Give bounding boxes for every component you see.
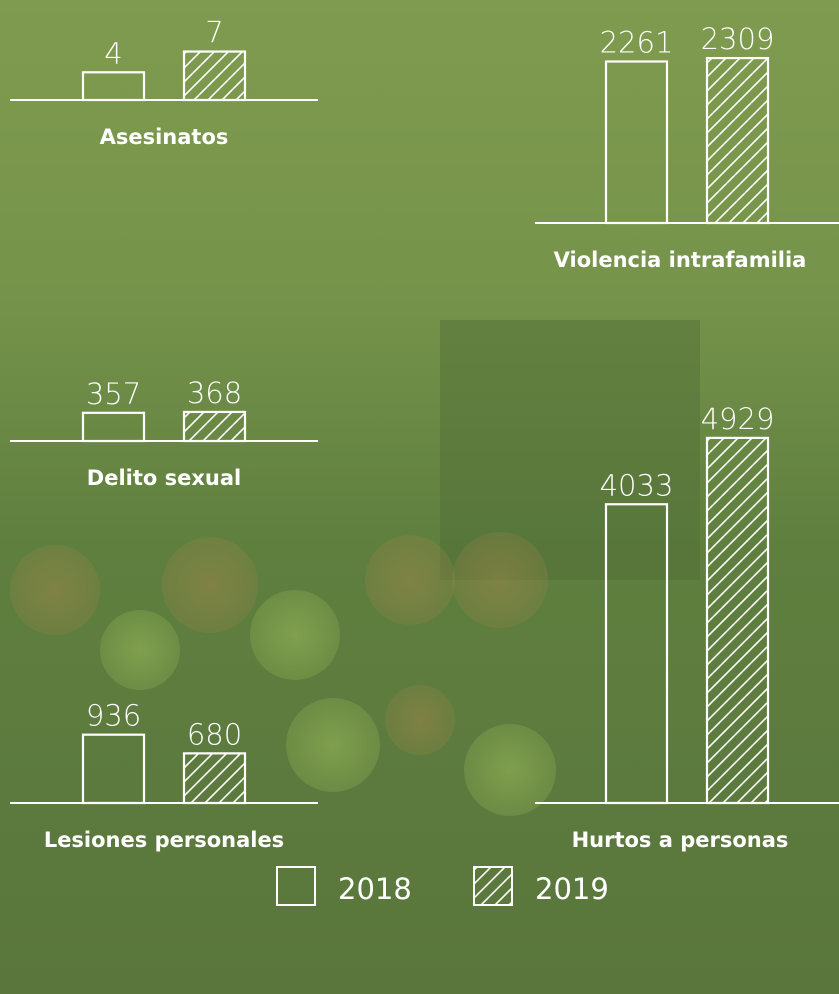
value-label: 4929 (701, 402, 775, 436)
category-label: Delito sexual (87, 466, 241, 490)
bar (184, 52, 245, 100)
category-label: Violencia intrafamilia (554, 248, 807, 272)
bar (184, 412, 245, 441)
value-label: 2261 (600, 26, 674, 60)
legend-label: 2018 (338, 872, 412, 906)
bar (707, 58, 768, 223)
category-label: Hurtos a personas (572, 828, 789, 852)
value-label: 936 (86, 699, 141, 733)
value-label: 680 (187, 717, 242, 751)
value-label: 7 (205, 16, 223, 50)
value-label: 357 (86, 377, 141, 411)
bar (707, 438, 768, 803)
value-label: 4033 (600, 468, 674, 502)
value-label: 2309 (701, 22, 775, 56)
legend-label: 2019 (535, 872, 609, 906)
legend-swatch (474, 867, 512, 905)
bar (184, 753, 245, 803)
value-label: 4 (104, 36, 122, 70)
category-label: Asesinatos (100, 125, 229, 149)
value-label: 368 (187, 376, 242, 410)
category-label: Lesiones personales (44, 828, 284, 852)
infographic: 4 7 Asesinatos 2261 2309 Violencia intrafamil… (0, 0, 839, 994)
